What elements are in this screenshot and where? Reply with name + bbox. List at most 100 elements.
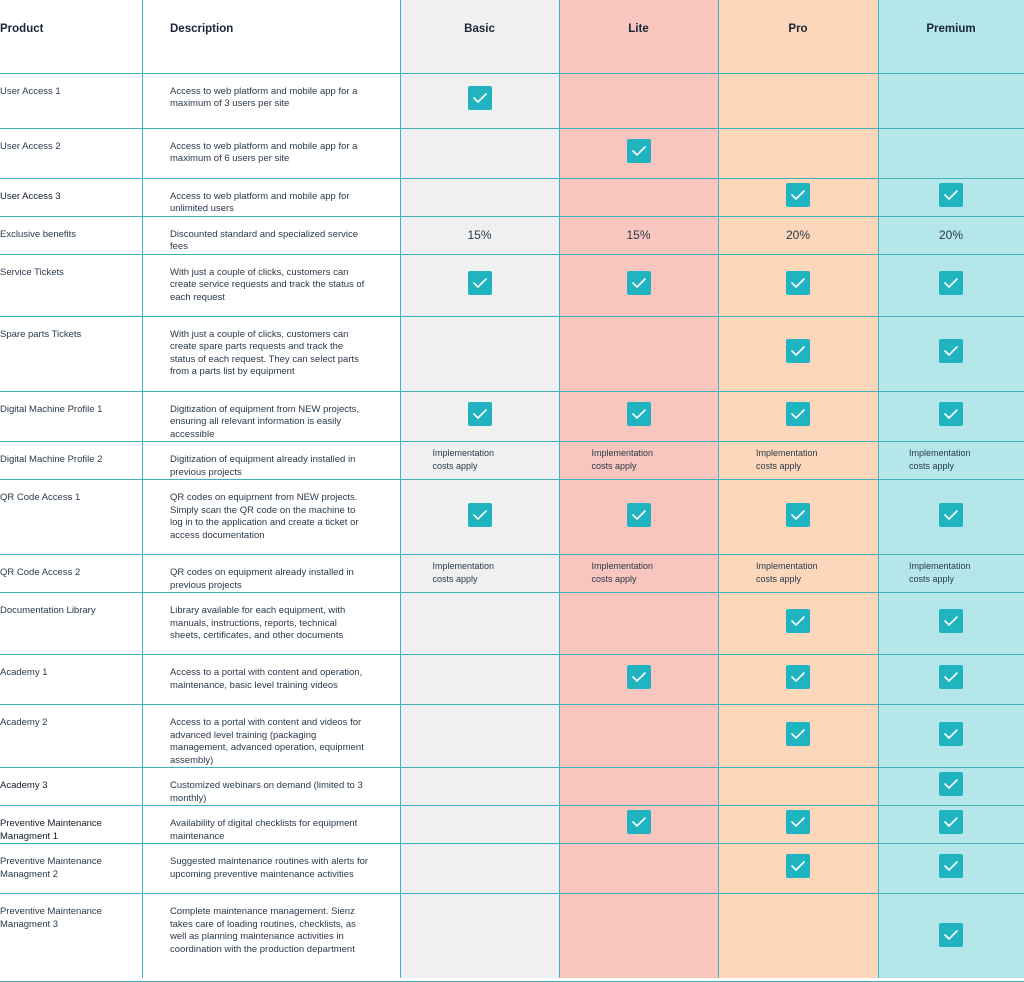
cell-basic: Implementation costs apply: [400, 555, 559, 593]
table-row: User Access 1 Access to web platform and …: [0, 73, 1024, 128]
cell-basic: [400, 593, 559, 655]
cell-pro: [718, 480, 878, 555]
cell-basic: [400, 128, 559, 178]
cell-premium: [878, 705, 1024, 768]
table-row: Preventive Maintenance Managment 1 Availa…: [0, 806, 1024, 844]
cell-basic: [400, 73, 559, 128]
checkmark-icon: [626, 665, 651, 689]
product-description: Digitization of equipment already instal…: [170, 454, 356, 478]
table-row: Academy 3 Customized webinars on demand (…: [0, 768, 1024, 806]
cell-lite: [559, 593, 718, 655]
cell-pro: [718, 254, 878, 316]
cell-pro: [718, 73, 878, 128]
cell-premium: [878, 768, 1024, 806]
product-description: Suggested maintenance routines with aler…: [170, 856, 369, 880]
checkmark-icon: [939, 854, 963, 878]
implementation-note: Implementation costs apply: [756, 561, 818, 584]
column-divider: [718, 0, 719, 978]
implementation-note: Implementation costs apply: [432, 561, 495, 584]
table-row: QR Code Access 2 QR codes on equipment al…: [0, 555, 1024, 593]
cell-basic: 15%: [400, 216, 559, 254]
checkmark-icon: [467, 270, 492, 295]
checkmark-icon: [626, 270, 651, 295]
checkmark-icon: [939, 339, 963, 363]
product-name: Spare parts Tickets: [0, 328, 82, 340]
cell-pro: [718, 391, 878, 442]
cell-pro: [718, 655, 878, 705]
cell-lite: Implementation costs apply: [559, 442, 718, 480]
product-description: With just a couple of clicks, customers …: [170, 266, 365, 303]
cell-lite: [559, 768, 718, 806]
checkmark-icon: [939, 270, 963, 295]
implementation-note: Implementation costs apply: [432, 448, 495, 471]
table-row: Documentation Library Library available f…: [0, 593, 1024, 655]
table-row: Spare parts Tickets With just a couple of…: [0, 316, 1024, 391]
product-name: Academy 1: [0, 667, 48, 678]
cell-pro: [718, 806, 878, 844]
header-premium: Premium: [926, 23, 976, 35]
product-name: Service Tickets: [0, 266, 64, 278]
cell-basic: [400, 391, 559, 442]
discount-value: 20%: [785, 228, 811, 242]
header-pro: Pro: [788, 23, 808, 35]
cell-lite: [559, 316, 718, 391]
cell-lite: 15%: [559, 216, 718, 254]
table-row: User Access 2 Access to web platform and …: [0, 128, 1024, 178]
header-lite: Lite: [628, 23, 649, 35]
product-name: Preventive Maintenance Managment 1: [0, 818, 102, 842]
table-row: Digital Machine Profile 1 Digitization of…: [0, 391, 1024, 442]
column-divider: [142, 0, 143, 978]
checkmark-icon: [786, 502, 810, 527]
checkmark-icon: [467, 401, 492, 426]
product-name: QR Code Access 1: [0, 492, 81, 503]
cell-pro: [718, 768, 878, 806]
cell-premium: [878, 254, 1024, 316]
column-divider: [878, 0, 879, 978]
cell-basic: [400, 894, 559, 982]
cell-pro: [718, 316, 878, 391]
discount-value: 15%: [467, 228, 492, 242]
cell-premium: [878, 480, 1024, 555]
cell-lite: [559, 128, 718, 178]
table-row: User Access 3 Access to web platform and …: [0, 178, 1024, 216]
table-row: Preventive Maintenance Managment 2 Sugges…: [0, 844, 1024, 894]
cell-basic: [400, 806, 559, 844]
cell-premium: [878, 806, 1024, 844]
checkmark-icon: [786, 182, 810, 207]
cell-lite: Implementation costs apply: [559, 555, 718, 593]
implementation-note: Implementation costs apply: [756, 448, 818, 471]
cell-lite: [559, 391, 718, 442]
checkmark-icon: [786, 401, 810, 426]
discount-value: 20%: [938, 228, 964, 242]
checkmark-icon: [939, 182, 963, 207]
table-row: Academy 1 Access to a portal with content…: [0, 655, 1024, 705]
product-description: Discounted standard and specialized serv…: [170, 228, 358, 253]
checkmark-icon: [786, 339, 810, 363]
table-row: Academy 2 Access to a portal with content…: [0, 705, 1024, 768]
implementation-note: Implementation costs apply: [909, 561, 971, 584]
cell-lite: [559, 73, 718, 128]
product-description: With just a couple of clicks, customers …: [170, 328, 359, 378]
cell-pro: Implementation costs apply: [718, 442, 878, 480]
product-name: QR Code Access 2: [0, 567, 81, 578]
product-name: Digital Machine Profile 2: [0, 454, 103, 465]
product-description: Complete maintenance management. Sienz t…: [170, 906, 356, 955]
checkmark-icon: [626, 810, 651, 834]
basic-column-background: [400, 0, 559, 978]
product-name: Academy 2: [0, 717, 48, 728]
checkmark-icon: [786, 270, 810, 295]
cell-premium: [878, 316, 1024, 391]
cell-premium: [878, 178, 1024, 216]
cell-lite: [559, 806, 718, 844]
column-divider: [400, 0, 401, 978]
cell-premium: [878, 593, 1024, 655]
checkmark-icon: [626, 138, 651, 163]
product-description: Customized webinars on demand (limited t…: [170, 780, 363, 804]
cell-pro: [718, 178, 878, 216]
cell-premium: [878, 655, 1024, 705]
cell-basic: [400, 480, 559, 555]
discount-value: 15%: [626, 228, 651, 242]
cell-lite: [559, 894, 718, 982]
